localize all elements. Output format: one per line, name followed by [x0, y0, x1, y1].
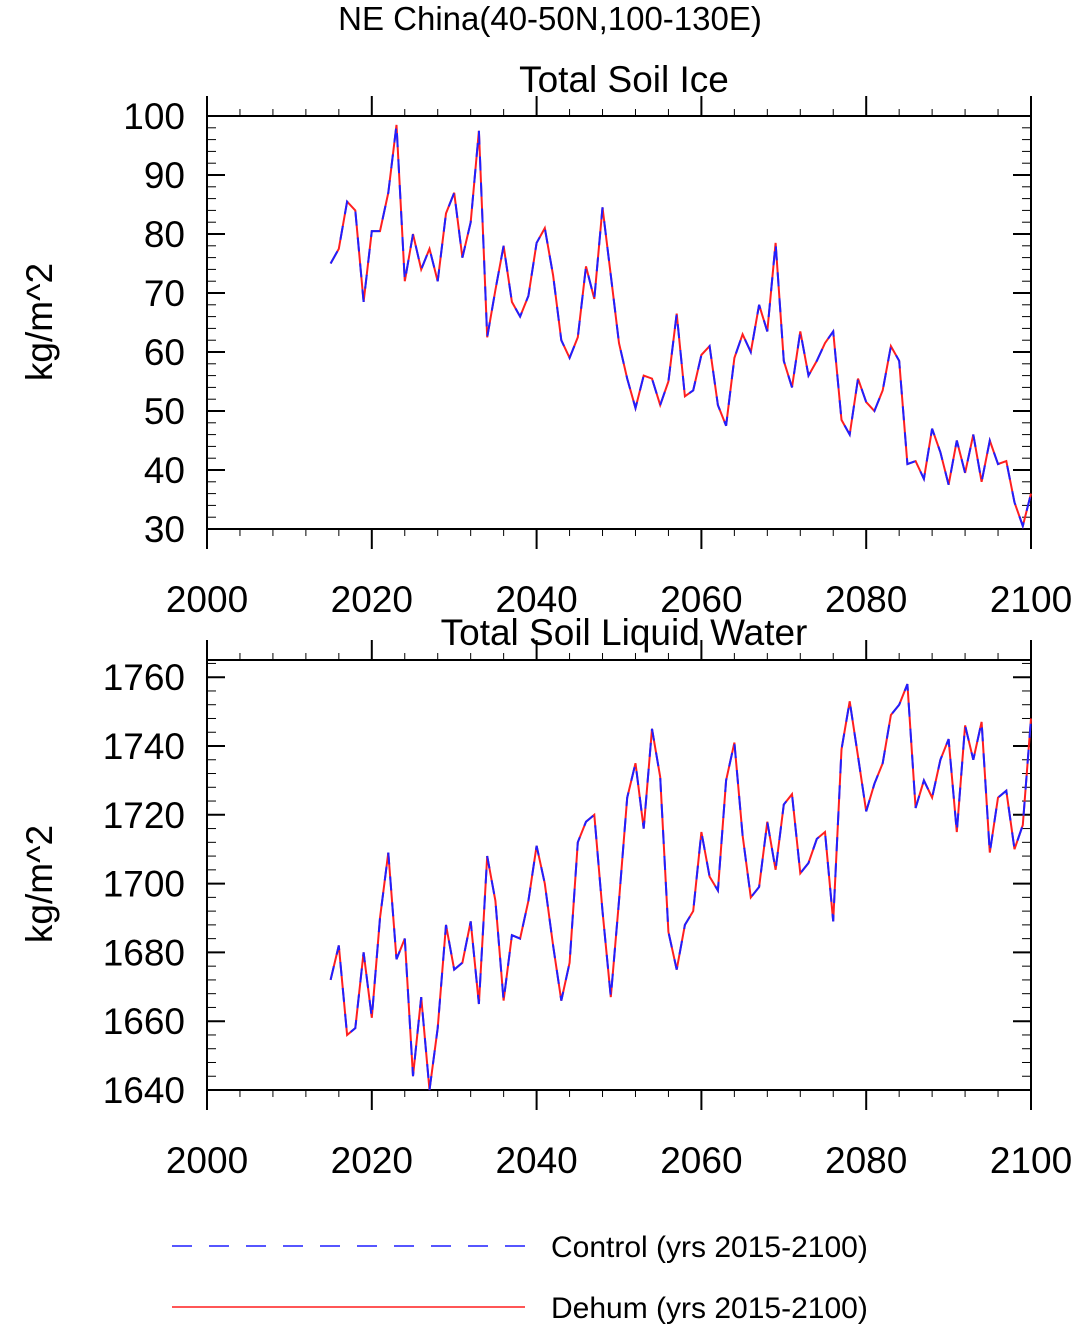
- series-line-dehum: [329, 683, 1032, 1091]
- y-tick-label: 30: [144, 509, 185, 550]
- y-axis-label: kg/m^2: [19, 263, 60, 381]
- plot-frame: [206, 115, 1032, 530]
- x-tick-label: 2020: [331, 1140, 413, 1181]
- legend-control-label: Control (yrs 2015-2100): [551, 1231, 868, 1264]
- legend: Control (yrs 2015-2100) Dehum (yrs 2015-…: [172, 1231, 868, 1325]
- panel-total-soil-ice: Total Soil Ice kg/m^2 30 40 50 60 70 80 90 100 200…: [19, 59, 1072, 620]
- x-tick-label: 2040: [495, 1140, 577, 1181]
- panel-title: Total Soil Ice: [519, 59, 729, 100]
- panel-title: Total Soil Liquid Water: [441, 612, 808, 653]
- y-tick-label: 100: [123, 96, 185, 137]
- x-tick-label: 2060: [660, 579, 742, 620]
- y-tick-label: 1680: [103, 932, 185, 973]
- y-tick-label: 1660: [103, 1001, 185, 1042]
- y-tick-label: 60: [144, 332, 185, 373]
- x-tick-label: 2080: [825, 1140, 907, 1181]
- y-tick-label: 70: [144, 273, 185, 314]
- series-line-dehum: [329, 124, 1032, 530]
- legend-dehum-label: Dehum (yrs 2015-2100): [551, 1292, 868, 1325]
- y-tick-label: 90: [144, 155, 185, 196]
- x-tick-label: 2080: [825, 579, 907, 620]
- x-tick-label: 2040: [495, 579, 577, 620]
- y-tick-label: 40: [144, 450, 185, 491]
- x-tick-label: 2020: [331, 579, 413, 620]
- y-tick-label: 1720: [103, 795, 185, 836]
- x-tick-label: 2000: [166, 1140, 248, 1181]
- x-tick-label: 2060: [660, 1140, 742, 1181]
- x-tick-label: 2000: [166, 579, 248, 620]
- y-tick-label: 1640: [103, 1070, 185, 1111]
- y-tick-label: 1740: [103, 726, 185, 767]
- y-axis-label: kg/m^2: [19, 825, 60, 943]
- figure-title: NE China(40-50N,100-130E): [338, 0, 762, 37]
- x-tick-label: 2100: [990, 579, 1072, 620]
- series-line-control: [329, 683, 1032, 1091]
- series-line-control: [329, 124, 1032, 530]
- panel-total-soil-liquid-water: Total Soil Liquid Water kg/m^2 1640 1660 168…: [19, 612, 1072, 1181]
- y-tick-label: 1700: [103, 864, 185, 905]
- y-tick-label: 50: [144, 391, 185, 432]
- y-tick-label: 80: [144, 214, 185, 255]
- plot-frame: [206, 659, 1032, 1091]
- x-tick-label: 2100: [990, 1140, 1072, 1181]
- y-tick-label: 1760: [103, 657, 185, 698]
